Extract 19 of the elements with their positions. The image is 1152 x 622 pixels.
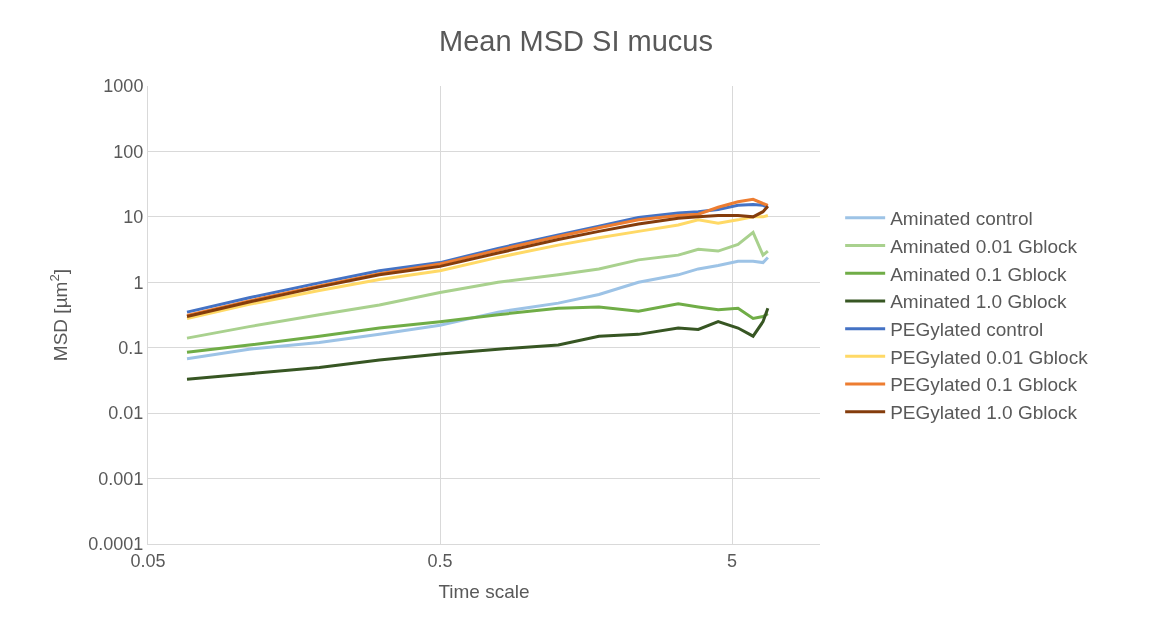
y-tick-label: 1000 <box>103 76 144 97</box>
y-tick-label: 10 <box>123 207 144 228</box>
legend-label: Aminated 1.0 Gblock <box>890 291 1068 313</box>
legend-label: PEGylated control <box>890 319 1044 341</box>
legend-label: Aminated 0.01 Gblock <box>890 235 1078 257</box>
y-tick-label: 0.1 <box>118 338 144 359</box>
y-tick-label: 0.01 <box>108 403 144 424</box>
legend-label: PEGylated 0.1 Gblock <box>890 374 1078 396</box>
x-tick-label: 5 <box>727 550 738 571</box>
y-tick-label: 100 <box>113 141 144 162</box>
legend-label: Aminated 0.1 Gblock <box>890 263 1068 285</box>
x-axis-title: Time scale <box>438 581 530 603</box>
legend-label: Aminated control <box>890 208 1033 230</box>
chart-title: Mean MSD SI mucus <box>439 25 713 58</box>
y-tick-label: 1 <box>133 272 144 293</box>
legend-label: PEGylated 1.0 Gblock <box>890 402 1078 424</box>
y-tick-label: 0.001 <box>98 468 144 489</box>
legend-label: PEGylated 0.01 Gblock <box>890 346 1089 368</box>
x-tick-label: 0.5 <box>427 550 453 571</box>
